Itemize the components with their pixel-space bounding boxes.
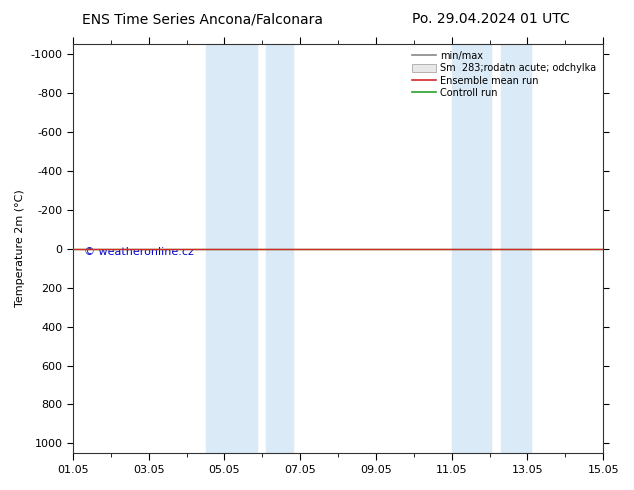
Text: Po. 29.04.2024 01 UTC: Po. 29.04.2024 01 UTC <box>412 12 570 26</box>
Legend: min/max, Sm  283;rodatn acute; odchylka, Ensemble mean run, Controll run: min/max, Sm 283;rodatn acute; odchylka, … <box>410 49 598 100</box>
Y-axis label: Temperature 2m (°C): Temperature 2m (°C) <box>15 190 25 307</box>
Bar <box>501 44 531 453</box>
Text: © weatheronline.cz: © weatheronline.cz <box>84 246 193 257</box>
Text: ENS Time Series Ancona/Falconara: ENS Time Series Ancona/Falconara <box>82 12 323 26</box>
Bar <box>266 44 293 453</box>
Bar <box>451 44 491 453</box>
Bar <box>205 44 257 453</box>
